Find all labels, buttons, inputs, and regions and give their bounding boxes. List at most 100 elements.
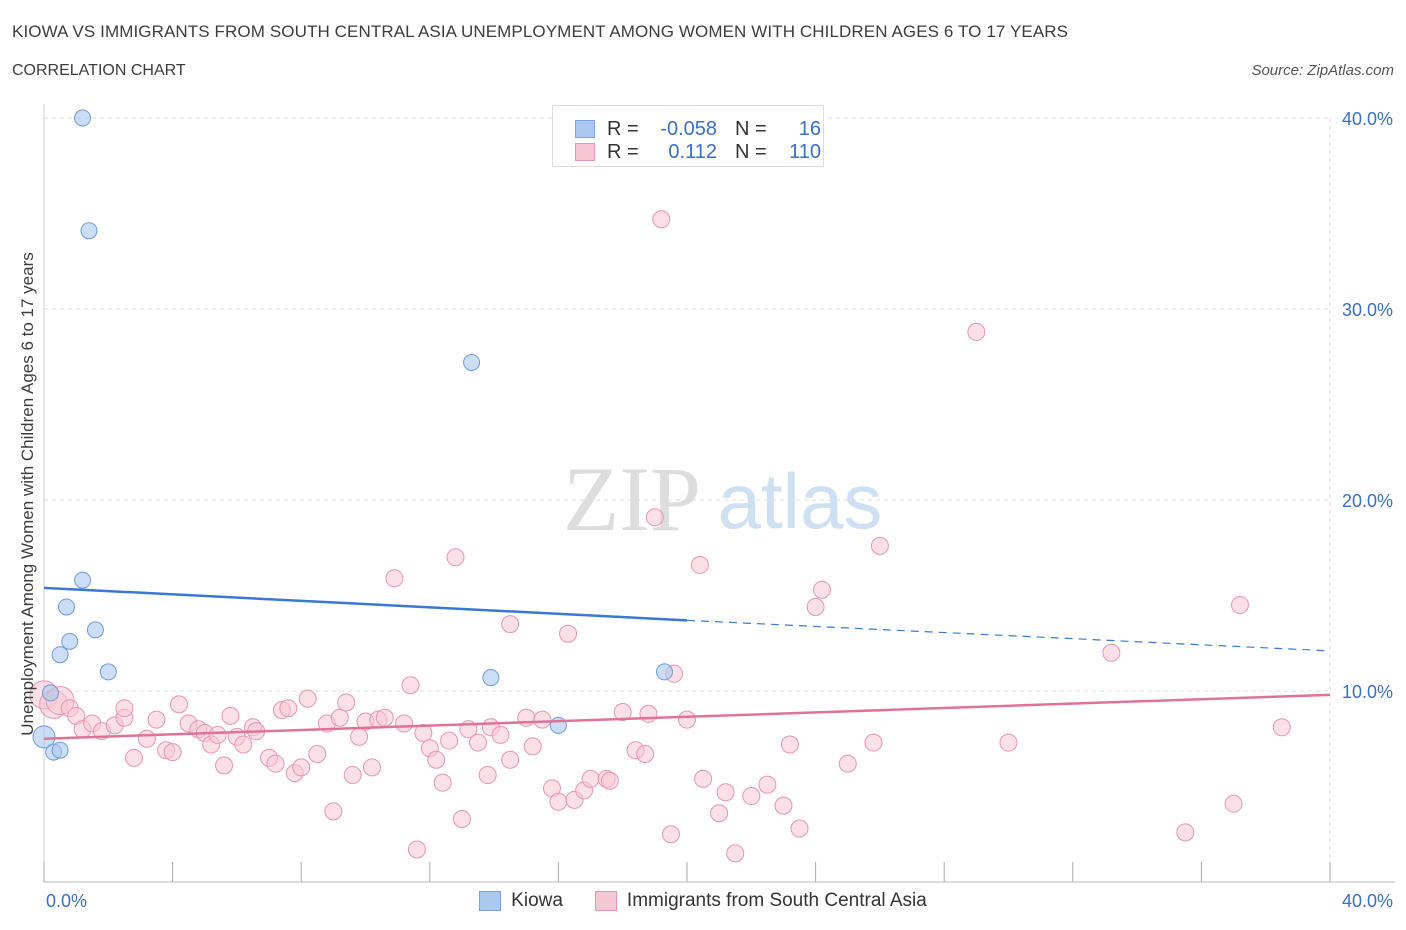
immigrants-point [780,735,799,754]
kiowa-point [61,632,79,650]
immigrants-point [330,708,349,727]
immigrants-point [234,735,253,754]
tick-labels: 10.0% 20.0% 30.0% 40.0% 0.0% 40.0% [46,109,1393,911]
immigrants-point [292,758,311,777]
immigrants-point [1102,643,1121,662]
n-value: 110 [789,140,821,163]
immigrants-point [813,580,832,599]
immigrants-point [163,743,182,762]
immigrants-point [690,555,709,574]
r-label: R = [607,140,639,163]
kiowa-point [86,621,104,639]
kiowa-point [99,663,117,681]
immigrants-point [298,689,317,708]
x-tick-label: 40.0% [1342,891,1393,911]
kiowa-trend-line [43,586,688,622]
immigrants-point [215,756,234,775]
watermark: ZIP atlas [563,448,882,550]
immigrants-point [742,787,761,806]
immigrants-point [350,727,369,746]
immigrants-point [559,624,578,643]
stats-row-kiowa: R = -0.058 N = 16 [575,116,821,142]
immigrants-point [806,597,825,616]
immigrants-point [407,840,426,859]
n-label: N = [735,140,767,163]
immigrants-point [414,724,433,743]
immigrants-point [774,796,793,815]
immigrants-point [1230,596,1249,615]
y-tick-label: 40.0% [1342,109,1393,129]
axes [43,104,1395,883]
immigrants-point [395,714,414,733]
immigrants-point [636,745,655,764]
immigrants-point [501,750,520,769]
immigrants-point [221,706,240,725]
watermark-atlas: atlas [718,457,883,545]
immigrants-point [266,754,285,773]
stats-legend: R = -0.058 N = 16 R = 0.112 N = 110 [552,105,824,167]
immigrants-point [1272,718,1291,737]
immigrants-point [549,792,568,811]
immigrants-point [613,703,632,722]
y-tick-label: 30.0% [1342,300,1393,320]
source-credit: Source: ZipAtlas.com [1251,62,1394,79]
immigrants-point [170,695,189,714]
immigrants-point [870,536,889,555]
y-tick-label: 20.0% [1342,491,1393,511]
immigrants-point [581,769,600,788]
legend-label-immigrants: Immigrants from South Central Asia [626,890,927,911]
immigrants-point [999,733,1018,752]
immigrants-point [864,733,883,752]
immigrants-point [678,710,696,729]
kiowa-swatch [575,120,595,138]
immigrants-point [694,769,713,788]
chart-title: KIOWA VS IMMIGRANTS FROM SOUTH CENTRAL A… [12,22,1069,41]
immigrants-point [433,773,452,792]
immigrants-point [337,693,356,712]
immigrants-legend-swatch [594,891,617,911]
immigrants-point [452,809,471,828]
immigrants-point [600,771,619,790]
r-value: -0.058 [660,117,717,140]
y-axis-label: Unemployment Among Women with Children A… [18,252,37,736]
kiowa-point [463,353,481,371]
kiowa-point [41,684,59,702]
n-label: N = [735,117,767,140]
kiowa-points [32,109,673,761]
immigrants-point [639,704,658,723]
immigrants-point [308,745,327,764]
immigrants-point [401,676,420,695]
immigrants-point [523,737,542,756]
immigrants-point [645,508,664,527]
immigrants-point [375,708,394,727]
stats-row-immigrants: R = 0.112 N = 110 [575,139,821,165]
kiowa-point [74,571,92,589]
immigrants-point [478,766,497,785]
immigrants-point [652,210,671,229]
immigrants-point [726,844,745,863]
kiowa-point [80,222,98,240]
immigrants-trend-line [43,693,1331,740]
immigrants-point [491,725,510,744]
kiowa-point [51,741,69,759]
immigrants-point [427,750,446,769]
trend-lines [43,586,1331,740]
immigrants-point [1176,823,1195,842]
immigrants-swatch [575,143,595,161]
watermark-zip: ZIP [563,448,701,550]
kiowa-point [51,646,69,664]
immigrants-point [446,548,465,567]
legend-item-immigrants: Immigrants from South Central Asia [594,890,927,912]
immigrants-point [324,802,343,821]
immigrants-point [758,775,777,794]
immigrants-point [343,766,362,785]
series-legend: Kiowa Immigrants from South Central Asia [0,890,1406,912]
immigrants-point [115,699,134,718]
immigrants-point [125,748,144,767]
immigrants-point [790,819,809,838]
immigrants-point [661,825,680,844]
x-tick-label: 0.0% [46,891,87,911]
kiowa-point [74,109,92,127]
chart-subtitle: CORRELATION CHART [12,62,186,79]
